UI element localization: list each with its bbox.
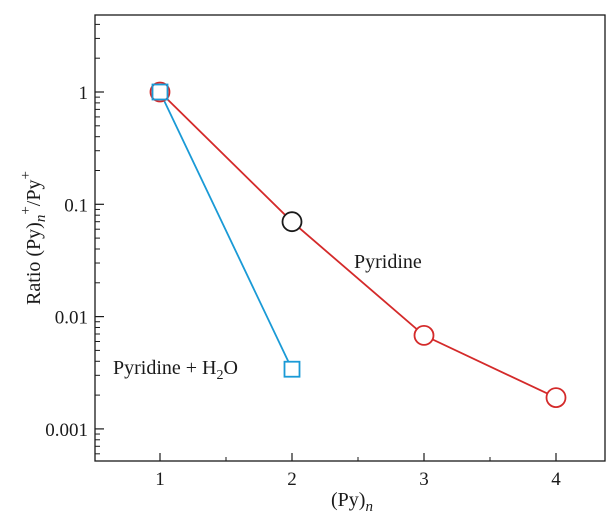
axis-ticks: 1 2 3 4 0.001 0.01 0.1 1 [45,23,561,490]
data-point-pyridine [413,325,435,346]
data-point-pyridine [281,211,303,233]
series-markers [149,81,567,408]
x-tick-label: 4 [551,469,561,490]
y-tick-label: 1 [79,83,89,104]
plot-border [94,14,606,462]
series-line-pyridine-water [159,91,293,370]
data-point-pyridine [545,387,567,408]
x-axis-title: (Py)n [331,489,373,515]
y-tick-label: 0.001 [45,420,88,441]
data-point-pyridine [149,81,171,103]
series-label-pyridine: Pyridine [354,251,422,273]
data-point-pyridine-water [283,360,301,378]
plot-frame [94,14,606,462]
x-tick-label: 3 [419,469,429,490]
series-line-pyridine [159,91,557,399]
series-label-pyridine-water: Pyridine + H2O [113,357,238,383]
series-lines [159,91,557,399]
y-axis-title: Ratio (Py)n+/Py+ [18,171,49,305]
y-tick-label: 0.01 [55,308,88,329]
data-point-pyridine-water [151,83,169,101]
y-tick-label: 0.1 [64,195,88,216]
x-tick-label: 1 [155,469,165,490]
x-tick-label: 2 [287,469,297,490]
